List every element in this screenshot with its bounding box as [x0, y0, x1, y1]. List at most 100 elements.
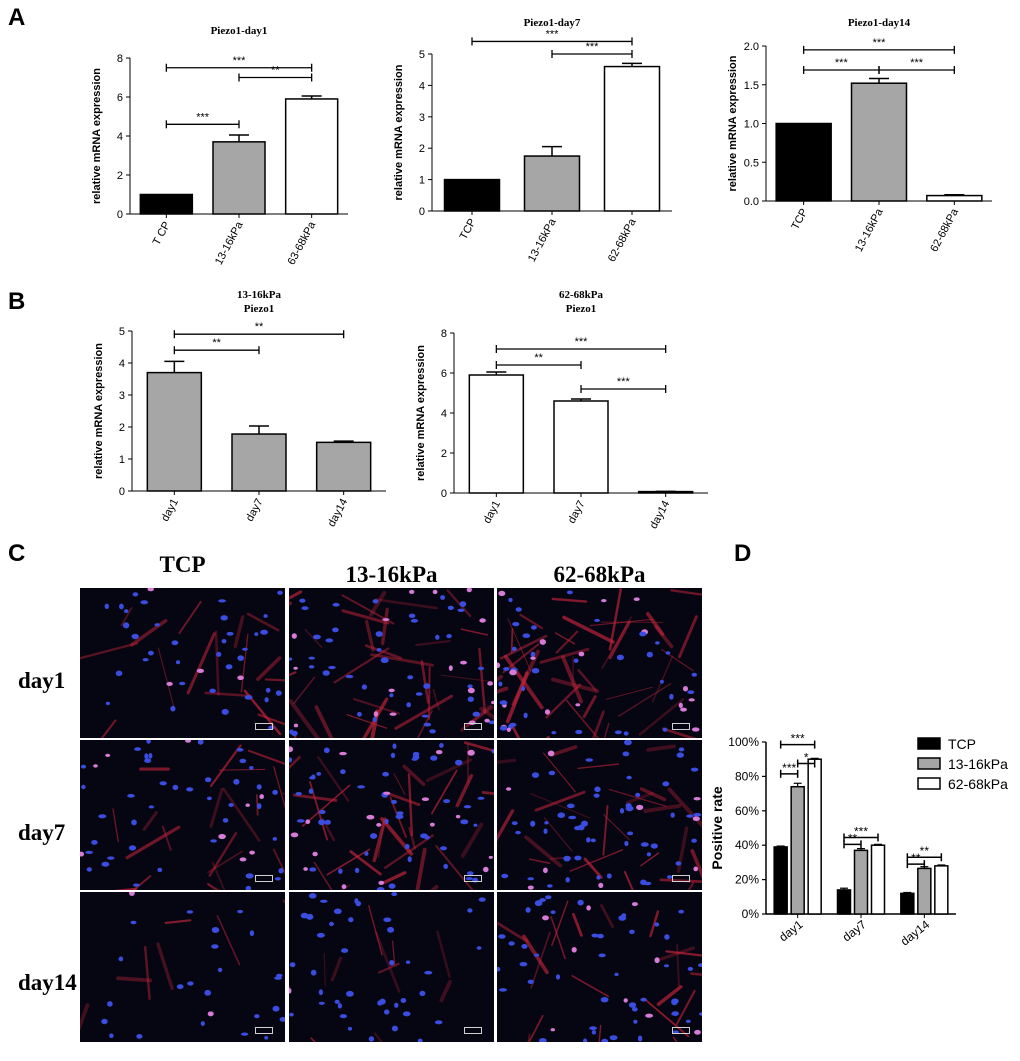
- nucleus: [131, 819, 137, 826]
- cell-body: [577, 763, 620, 769]
- nucleus: [598, 882, 604, 889]
- nucleus: [107, 856, 115, 860]
- cell-body: [240, 633, 249, 693]
- cell-body: [80, 1003, 90, 1032]
- nucleus: [245, 803, 250, 807]
- panel-label-a: A: [8, 4, 26, 31]
- y-tick-label: 0.0: [744, 196, 759, 208]
- nucleus: [699, 1012, 702, 1016]
- nucleus: [670, 812, 675, 818]
- nucleus: [296, 819, 305, 823]
- nucleus: [455, 814, 461, 819]
- cell-body: [665, 950, 702, 957]
- scale-bar: [464, 723, 482, 730]
- cell-body: [340, 884, 351, 890]
- nucleus: [530, 651, 536, 658]
- scale-bar: [672, 1027, 690, 1034]
- nucleus: [289, 657, 293, 661]
- nucleus: [185, 740, 191, 743]
- nucleus: [440, 846, 447, 851]
- scale-bar: [464, 1027, 482, 1034]
- x-tick-label: 62-68kPa: [606, 216, 639, 264]
- nucleus: [484, 718, 490, 723]
- cell-body: [572, 913, 583, 937]
- cell-body: [446, 589, 472, 618]
- x-tick-label: day1: [776, 917, 805, 944]
- nucleus: [527, 885, 534, 890]
- nucleus: [204, 989, 212, 996]
- cell-body: [142, 811, 158, 832]
- nucleus: [264, 697, 269, 703]
- nucleus: [225, 664, 233, 670]
- nucleus: [107, 1001, 113, 1007]
- nucleus: [305, 819, 311, 824]
- nucleus: [142, 658, 149, 662]
- significance-label: **: [212, 337, 221, 349]
- nucleus: [91, 840, 98, 845]
- nucleus: [291, 730, 298, 737]
- cell-body: [463, 741, 494, 753]
- cell-body: [310, 1037, 316, 1042]
- cell-body: [352, 697, 400, 715]
- nucleus: [628, 1002, 637, 1008]
- cell-body: [481, 791, 494, 795]
- nucleus: [339, 1014, 347, 1019]
- nucleus: [264, 1036, 269, 1040]
- cell-body: [377, 962, 400, 974]
- scale-bar: [464, 875, 482, 882]
- cell-body: [638, 698, 685, 736]
- cell-body: [440, 674, 494, 683]
- nucleus: [515, 830, 521, 835]
- nucleus: [376, 823, 382, 827]
- nucleus: [530, 820, 536, 827]
- cell-body: [505, 671, 529, 724]
- nucleus: [406, 702, 411, 708]
- y-tick-label: 0: [441, 488, 447, 500]
- cell-body: [618, 683, 672, 717]
- nucleus: [626, 775, 632, 780]
- nucleus: [550, 910, 556, 914]
- nucleus: [511, 646, 517, 652]
- nucleus: [671, 999, 678, 1006]
- nucleus: [596, 875, 601, 880]
- nucleus: [171, 640, 179, 646]
- cell-body: [550, 916, 566, 960]
- cell-body: [374, 931, 401, 993]
- nucleus: [497, 662, 501, 669]
- nucleus: [539, 639, 546, 645]
- scale-bar: [672, 875, 690, 882]
- nucleus: [228, 803, 234, 807]
- nucleus: [478, 897, 486, 902]
- cell-body: [670, 589, 702, 596]
- nucleus: [410, 618, 419, 623]
- cell-body: [690, 972, 702, 977]
- cell-body: [643, 803, 682, 814]
- nucleus: [391, 892, 398, 897]
- nucleus: [323, 747, 330, 754]
- cell-body: [282, 899, 285, 904]
- bar-62-68kPa-day1: [807, 758, 822, 915]
- nucleus: [609, 1035, 618, 1041]
- legend-swatch-TCP: [917, 737, 941, 750]
- nucleus: [289, 988, 292, 994]
- nucleus: [105, 701, 110, 706]
- significance-label: ***: [782, 761, 796, 775]
- nucleus: [147, 588, 154, 592]
- nucleus: [594, 618, 600, 622]
- y-tick-label: 4: [119, 358, 125, 370]
- nucleus: [621, 913, 627, 918]
- nucleus: [654, 922, 660, 927]
- nucleus: [477, 666, 485, 671]
- nucleus: [211, 944, 219, 949]
- cell-body: [582, 695, 597, 719]
- significance-label: **: [911, 851, 921, 865]
- nucleus: [619, 808, 625, 814]
- x-tick-label: 62-68kPa: [928, 206, 961, 254]
- legend-label-TCP: TCP: [948, 736, 976, 752]
- nucleus: [443, 799, 451, 804]
- cell-body: [178, 600, 202, 635]
- x-tick-label: 13-16kPa: [526, 216, 559, 264]
- nucleus: [555, 974, 561, 980]
- nucleus: [263, 614, 268, 618]
- nucleus: [688, 698, 695, 702]
